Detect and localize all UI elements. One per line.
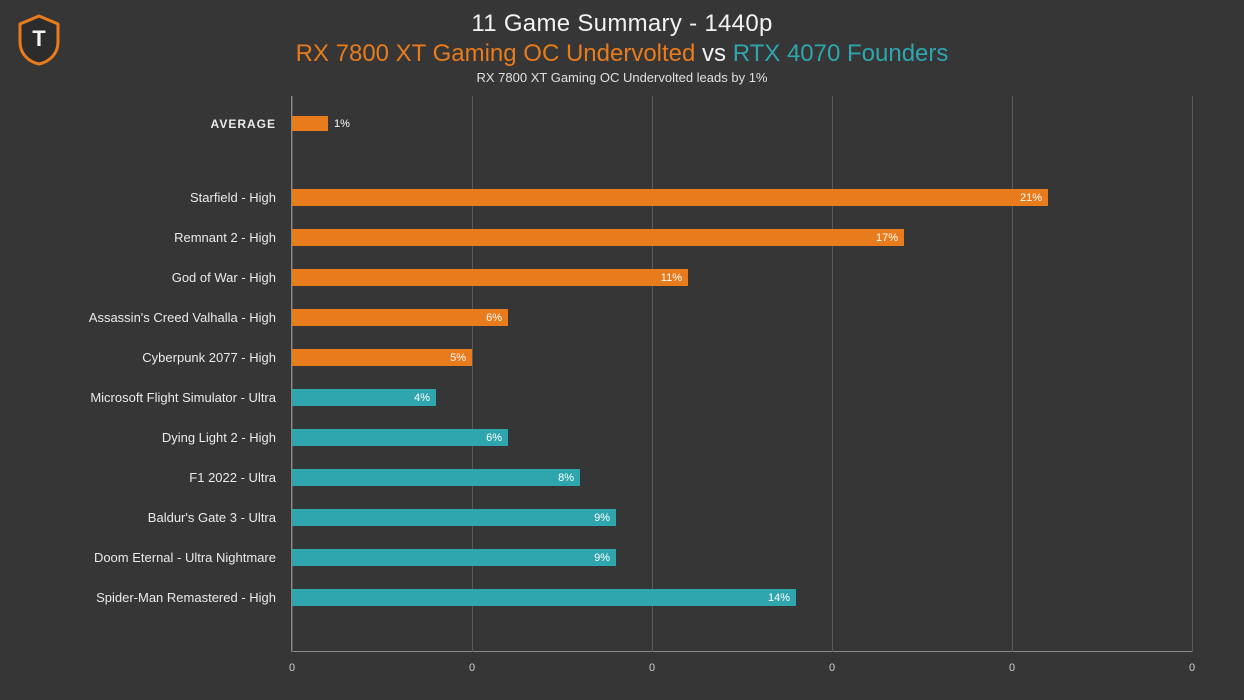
plot-area: 000000AVERAGE1%Starfield - High21%Remnan…	[292, 96, 1192, 652]
average-row: AVERAGE1%	[292, 116, 1192, 131]
grid-line	[1192, 96, 1193, 652]
x-tick-label: 0	[1009, 662, 1015, 674]
bar: 4%	[292, 389, 436, 406]
grid-line	[292, 96, 293, 652]
game-row: Cyberpunk 2077 - High5%	[292, 349, 1192, 366]
bar: 21%	[292, 189, 1048, 206]
bar: 17%	[292, 229, 904, 246]
chart-subtitle: RX 7800 XT Gaming OC Undervolted vs RTX …	[0, 40, 1244, 68]
game-row: Remnant 2 - High17%	[292, 229, 1192, 246]
grid-line	[832, 96, 833, 652]
bar-value: 9%	[594, 552, 610, 564]
bar: 9%	[292, 549, 616, 566]
x-tick-label: 0	[469, 662, 475, 674]
bar: 8%	[292, 469, 580, 486]
game-row: Microsoft Flight Simulator - Ultra4%	[292, 389, 1192, 406]
bar: 6%	[292, 429, 508, 446]
game-label: F1 2022 - Ultra	[0, 470, 292, 485]
game-label: Spider-Man Remastered - High	[0, 590, 292, 605]
game-label: Cyberpunk 2077 - High	[0, 350, 292, 365]
x-axis-line	[292, 651, 1192, 652]
bar-chart: 000000AVERAGE1%Starfield - High21%Remnan…	[0, 96, 1244, 686]
grid-line	[1012, 96, 1013, 652]
x-tick-label: 0	[649, 662, 655, 674]
game-label: Dying Light 2 - High	[0, 430, 292, 445]
x-tick-label: 0	[289, 662, 295, 674]
game-label: Assassin's Creed Valhalla - High	[0, 310, 292, 325]
bar-value: 9%	[594, 512, 610, 524]
svg-text:T: T	[32, 26, 46, 51]
game-row: F1 2022 - Ultra8%	[292, 469, 1192, 486]
bar: 6%	[292, 309, 508, 326]
game-row: Dying Light 2 - High6%	[292, 429, 1192, 446]
average-label: AVERAGE	[0, 117, 292, 131]
grid-line	[652, 96, 653, 652]
gpu-b-name: RTX 4070 Founders	[733, 40, 949, 67]
game-label: Remnant 2 - High	[0, 230, 292, 245]
brand-logo: T	[16, 14, 62, 66]
game-row: Assassin's Creed Valhalla - High6%	[292, 309, 1192, 326]
header: 11 Game Summary - 1440p RX 7800 XT Gamin…	[0, 0, 1244, 85]
game-label: Baldur's Gate 3 - Ultra	[0, 510, 292, 525]
bar-value: 4%	[414, 392, 430, 404]
game-label: Starfield - High	[0, 190, 292, 205]
game-label: Microsoft Flight Simulator - Ultra	[0, 390, 292, 405]
gpu-a-name: RX 7800 XT Gaming OC Undervolted	[296, 40, 696, 67]
bar-value: 5%	[450, 352, 466, 364]
x-tick-label: 0	[1189, 662, 1195, 674]
game-row: Baldur's Gate 3 - Ultra9%	[292, 509, 1192, 526]
bar: 9%	[292, 509, 616, 526]
game-label: Doom Eternal - Ultra Nightmare	[0, 550, 292, 565]
game-row: Starfield - High21%	[292, 189, 1192, 206]
bar: 5%	[292, 349, 472, 366]
bar: 14%	[292, 589, 796, 606]
bar-value: 6%	[486, 432, 502, 444]
bar: 11%	[292, 269, 688, 286]
bar-value: 21%	[1020, 192, 1042, 204]
game-row: Spider-Man Remastered - High14%	[292, 589, 1192, 606]
game-label: God of War - High	[0, 270, 292, 285]
bar-value: 8%	[558, 472, 574, 484]
bar-value: 1%	[328, 118, 350, 130]
vs-label: vs	[702, 40, 726, 67]
game-row: Doom Eternal - Ultra Nightmare9%	[292, 549, 1192, 566]
bar-value: 14%	[768, 592, 790, 604]
grid-line	[472, 96, 473, 652]
lead-summary: RX 7800 XT Gaming OC Undervolted leads b…	[0, 70, 1244, 85]
game-row: God of War - High11%	[292, 269, 1192, 286]
bar: 1%	[292, 116, 328, 131]
x-tick-label: 0	[829, 662, 835, 674]
bar-value: 17%	[876, 232, 898, 244]
bar-value: 6%	[486, 312, 502, 324]
bar-value: 11%	[661, 272, 682, 284]
chart-title: 11 Game Summary - 1440p	[0, 10, 1244, 38]
